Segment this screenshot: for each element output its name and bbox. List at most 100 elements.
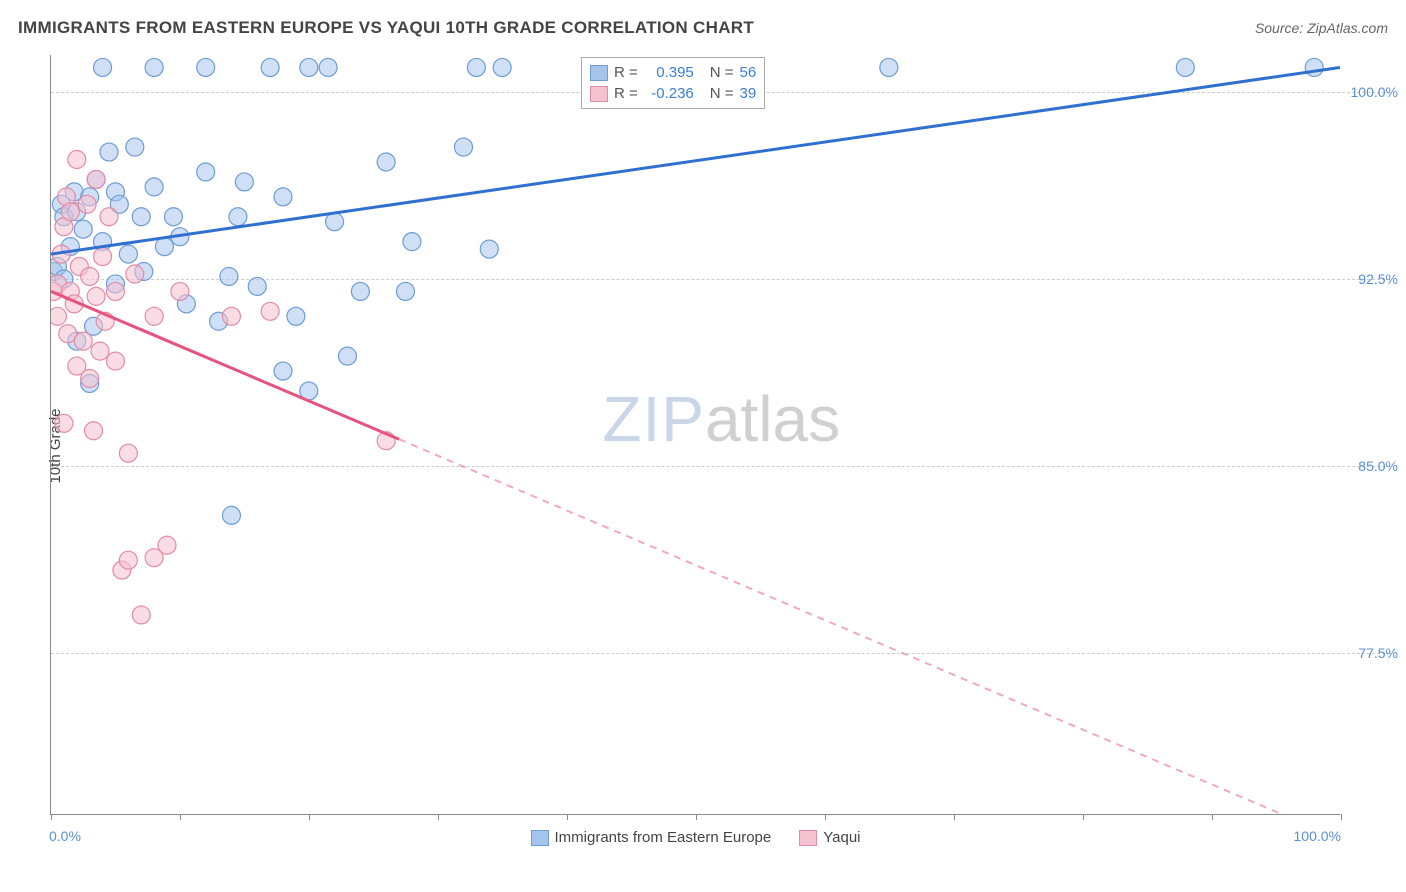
source-label: Source: ZipAtlas.com: [1255, 20, 1388, 36]
data-point: [467, 58, 485, 76]
data-point: [300, 58, 318, 76]
data-point: [396, 282, 414, 300]
data-point: [68, 151, 86, 169]
y-tick-label: 77.5%: [1343, 645, 1398, 661]
data-point: [197, 163, 215, 181]
data-point: [220, 267, 238, 285]
legend-bottom-item-2: Yaqui: [799, 829, 860, 846]
data-point: [106, 282, 124, 300]
data-point: [85, 422, 103, 440]
data-point: [1176, 58, 1194, 76]
data-point: [132, 606, 150, 624]
swatch-series1-bottom: [530, 830, 548, 846]
data-point: [51, 307, 66, 325]
data-point: [454, 138, 472, 156]
data-point: [100, 143, 118, 161]
data-point: [222, 307, 240, 325]
data-point: [274, 188, 292, 206]
x-tick: [567, 814, 568, 820]
r-label: R =: [614, 85, 638, 102]
data-point: [158, 536, 176, 554]
data-point: [119, 444, 137, 462]
data-point: [78, 195, 96, 213]
data-point: [94, 58, 112, 76]
legend-row-series1: R = 0.395 N = 56: [590, 62, 756, 83]
data-point: [91, 342, 109, 360]
data-point: [403, 233, 421, 251]
data-point: [287, 307, 305, 325]
data-point: [81, 267, 99, 285]
r-value-series2: -0.236: [644, 85, 694, 102]
data-point: [61, 203, 79, 221]
data-point: [119, 245, 137, 263]
x-tick: [180, 814, 181, 820]
data-point: [164, 208, 182, 226]
data-point: [74, 332, 92, 350]
data-point: [493, 58, 511, 76]
data-point: [100, 208, 118, 226]
data-point: [87, 287, 105, 305]
x-tick: [309, 814, 310, 820]
r-value-series1: 0.395: [644, 64, 694, 81]
data-point: [145, 58, 163, 76]
data-point: [480, 240, 498, 258]
chart-title: IMMIGRANTS FROM EASTERN EUROPE VS YAQUI …: [18, 18, 754, 38]
data-point: [106, 352, 124, 370]
data-point: [145, 307, 163, 325]
data-point: [171, 282, 189, 300]
y-tick-label: 100.0%: [1343, 84, 1398, 100]
data-point: [145, 178, 163, 196]
swatch-series2: [590, 86, 608, 102]
data-point: [222, 506, 240, 524]
y-tick-label: 85.0%: [1343, 458, 1398, 474]
data-point: [261, 58, 279, 76]
data-point: [1305, 58, 1323, 76]
x-tick: [825, 814, 826, 820]
data-point: [74, 220, 92, 238]
x-tick: [696, 814, 697, 820]
data-point: [197, 58, 215, 76]
data-point: [319, 58, 337, 76]
data-point: [880, 58, 898, 76]
data-point: [377, 153, 395, 171]
data-point: [81, 370, 99, 388]
x-tick: [1212, 814, 1213, 820]
chart-svg: [51, 55, 1340, 814]
data-point: [126, 265, 144, 283]
data-point: [261, 302, 279, 320]
n-label: N =: [710, 85, 734, 102]
data-point: [55, 414, 73, 432]
regression-line-extrapolated: [399, 439, 1340, 814]
x-tick-label: 0.0%: [49, 828, 81, 844]
data-point: [119, 551, 137, 569]
legend-bottom-label-2: Yaqui: [823, 829, 860, 846]
legend-row-series2: R = -0.236 N = 39: [590, 83, 756, 104]
data-point: [338, 347, 356, 365]
title-bar: IMMIGRANTS FROM EASTERN EUROPE VS YAQUI …: [18, 18, 1388, 38]
n-label: N =: [710, 64, 734, 81]
x-tick: [51, 814, 52, 820]
r-label: R =: [614, 64, 638, 81]
legend-correlation: R = 0.395 N = 56 R = -0.236 N = 39: [581, 57, 765, 109]
data-point: [132, 208, 150, 226]
data-point: [229, 208, 247, 226]
plot-area: ZIPatlas R = 0.395 N = 56 R = -0.236 N =…: [50, 55, 1340, 815]
n-value-series1: 56: [740, 64, 757, 81]
legend-bottom: Immigrants from Eastern Europe Yaqui: [530, 829, 860, 846]
data-point: [94, 248, 112, 266]
swatch-series2-bottom: [799, 830, 817, 846]
x-tick: [1341, 814, 1342, 820]
x-tick: [1083, 814, 1084, 820]
y-tick-label: 92.5%: [1343, 271, 1398, 287]
swatch-series1: [590, 65, 608, 81]
data-point: [351, 282, 369, 300]
x-tick-label: 100.0%: [1294, 828, 1341, 844]
data-point: [155, 238, 173, 256]
x-tick: [954, 814, 955, 820]
data-point: [87, 170, 105, 188]
data-point: [274, 362, 292, 380]
data-point: [126, 138, 144, 156]
legend-bottom-label-1: Immigrants from Eastern Europe: [554, 829, 771, 846]
data-point: [248, 277, 266, 295]
legend-bottom-item-1: Immigrants from Eastern Europe: [530, 829, 771, 846]
